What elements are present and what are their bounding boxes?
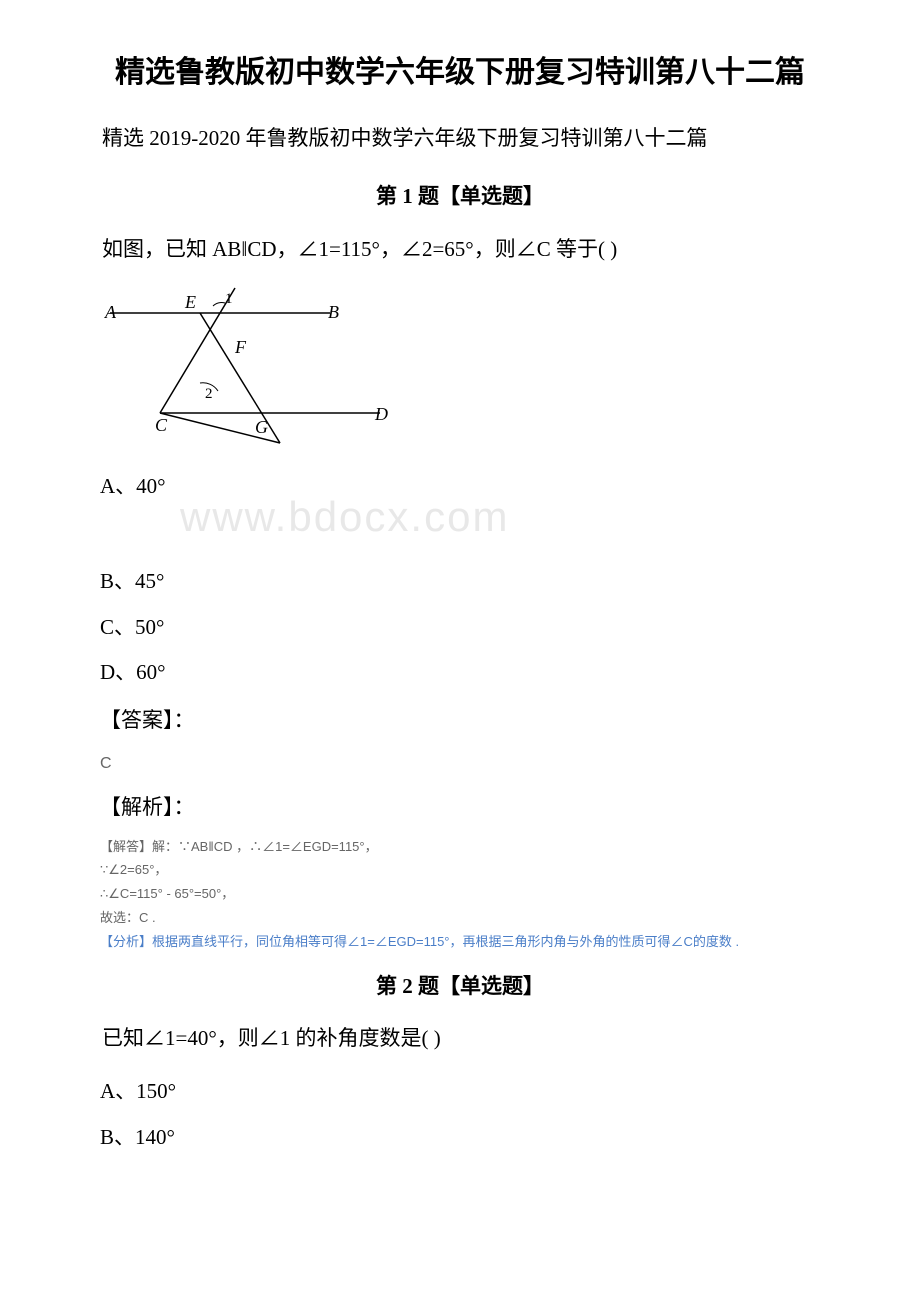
label-angle1: 1 bbox=[225, 291, 233, 307]
page-subtitle: 精选 2019-2020 年鲁教版初中数学六年级下册复习特训第八十二篇 bbox=[60, 120, 860, 158]
label-angle2: 2 bbox=[205, 386, 213, 402]
analysis-hint: 【分析】根据两直线平行，同位角相等可得∠1=∠EGD=115°，再根据三角形内角… bbox=[100, 932, 860, 953]
page-title: 精选鲁教版初中数学六年级下册复习特训第八十二篇 bbox=[60, 50, 860, 95]
analysis-line-0: 【解答】解：∵AB‖CD ，∴∠1=∠EGD=115°， bbox=[100, 837, 860, 858]
question-2-option-b: B、140° bbox=[100, 1119, 860, 1157]
label-G: G bbox=[255, 417, 268, 437]
analysis-line-3: 故选：C . bbox=[100, 908, 860, 929]
analysis-line-1: ∵∠2=65°， bbox=[100, 860, 860, 881]
question-1-option-d: D、60° bbox=[100, 654, 860, 692]
question-2-header: 第 2 题【单选题】 bbox=[60, 968, 860, 1006]
label-E: E bbox=[184, 292, 196, 312]
label-A: A bbox=[104, 302, 117, 322]
label-F: F bbox=[234, 337, 247, 357]
label-D: D bbox=[374, 404, 388, 424]
analysis-label: 【解析】： bbox=[100, 789, 860, 827]
label-C: C bbox=[155, 415, 168, 435]
answer-value: C bbox=[100, 750, 860, 779]
analysis-line-2: ∴∠C=115° - 65°=50°， bbox=[100, 884, 860, 905]
question-2-option-a: A、150° bbox=[100, 1073, 860, 1111]
question-1-header: 第 1 题【单选题】 bbox=[60, 178, 860, 216]
label-B: B bbox=[328, 302, 339, 322]
question-1-option-c: C、50° bbox=[100, 609, 860, 647]
question-1-text: 如图，已知 AB‖CD，∠1=115°，∠2=65°，则∠C 等于( ) bbox=[60, 231, 860, 269]
question-2-text: 已知∠1=40°，则∠1 的补角度数是( ) bbox=[60, 1020, 860, 1058]
question-1-figure: A E B F C G D 1 2 bbox=[100, 283, 860, 453]
answer-label: 【答案】： bbox=[100, 702, 860, 740]
question-1-option-a: A、40° bbox=[100, 468, 860, 506]
question-1-option-b: B、45° bbox=[100, 563, 860, 601]
